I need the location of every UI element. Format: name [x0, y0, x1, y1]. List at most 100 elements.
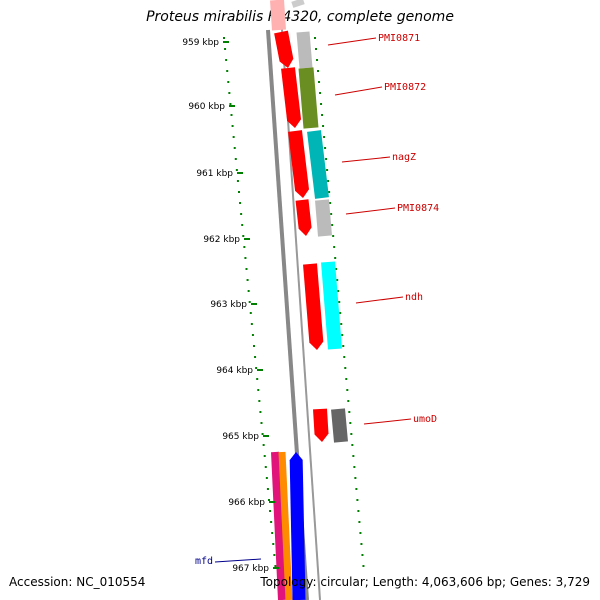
scale-dot	[231, 125, 234, 127]
scale-dot	[340, 323, 343, 325]
scale-dot	[247, 290, 250, 292]
scale-dot	[267, 499, 270, 501]
gene-leader-line	[327, 37, 377, 46]
scale-dot	[319, 92, 322, 94]
scale-dot	[271, 532, 274, 534]
gene-leader-line	[334, 86, 383, 96]
scale-dot	[346, 389, 349, 391]
tick-label: 961 kbp	[196, 169, 233, 179]
genome-summary: Topology: circular; Length: 4,063,606 bp…	[260, 575, 590, 589]
scale-dot	[258, 400, 261, 402]
scale-dot	[342, 345, 345, 347]
cds-arrow-faded	[270, 0, 286, 31]
scale-dot	[256, 378, 259, 380]
scale-dot	[259, 411, 262, 413]
scale-dot	[330, 213, 333, 215]
scale-dot	[223, 37, 225, 39]
scale-dot	[353, 466, 356, 468]
scale-dot	[224, 48, 227, 50]
gene-leader-line	[355, 296, 404, 304]
cds-arrow	[303, 263, 324, 350]
scale-dot	[333, 246, 336, 248]
scale-dot	[358, 521, 361, 523]
scale-dot	[328, 191, 331, 193]
scale-dot	[344, 367, 347, 369]
scale-dot	[264, 466, 267, 468]
scale-dot	[317, 70, 320, 72]
scale-dot	[243, 246, 246, 248]
scale-dot	[250, 323, 253, 325]
tick-dots	[223, 37, 365, 567]
tick-label: 967 kbp	[232, 564, 269, 574]
scale-dot	[339, 312, 342, 314]
scale-dot	[341, 334, 344, 336]
tick-label: 966 kbp	[228, 498, 265, 508]
scale-dot	[345, 378, 348, 380]
scale-dot	[350, 433, 353, 435]
tick-label: 959 kbp	[182, 38, 219, 48]
scale-dot	[269, 510, 272, 512]
scale-dot	[325, 158, 328, 160]
cds-arrow	[295, 199, 312, 236]
scale-dot	[249, 312, 252, 314]
gene-label-ndh: ndh	[405, 292, 423, 303]
cog-bar-faded	[291, 0, 305, 8]
scale-dot	[321, 114, 324, 116]
scale-dot	[349, 422, 352, 424]
scale-dot	[232, 136, 235, 138]
scale-dot	[316, 59, 319, 61]
scale-dot	[254, 356, 257, 358]
scale-dot	[315, 48, 318, 50]
scale-dot	[230, 114, 233, 116]
scale-dot	[244, 257, 247, 259]
scale-dot	[261, 433, 264, 435]
scale-dot	[314, 37, 316, 39]
tick-label: 960 kbp	[188, 102, 225, 112]
scale-dot	[322, 125, 325, 127]
scale-dot	[257, 389, 260, 391]
tick-label: 962 kbp	[203, 235, 240, 245]
scale-dot	[338, 301, 341, 303]
cog-bar-magenta	[271, 451, 286, 600]
scale-dot	[354, 477, 357, 479]
scale-dot	[237, 191, 240, 193]
cog-bar	[315, 199, 332, 237]
scale-dot	[352, 455, 355, 457]
scale-dot	[239, 202, 242, 204]
gene-label-mfd: mfd	[195, 556, 213, 567]
scale-dot	[355, 488, 358, 490]
tick-marks: 959 kbp 960 kbp 961 kbp 962 kbp 963 kbp 964 k…	[182, 38, 279, 574]
cog-bar	[331, 408, 348, 443]
scale-dot	[233, 147, 236, 149]
cds-arrow	[288, 130, 310, 198]
scale-dot	[265, 477, 268, 479]
cds-arrow-blue	[289, 452, 306, 600]
cds-arrow	[281, 67, 302, 128]
scale-dot	[331, 224, 334, 226]
scale-dot	[351, 444, 354, 446]
gene-labels: PMI0871 PMI0872 nagZ PMI0874 ndh umoD mfd	[195, 33, 439, 567]
scale-dot	[334, 257, 337, 259]
scale-dot	[251, 334, 254, 336]
scale-dot	[329, 202, 332, 204]
scale-dot	[270, 521, 273, 523]
cds-arrow	[274, 30, 294, 69]
gene-leader-line	[363, 418, 412, 425]
scale-dot	[236, 180, 239, 182]
scale-dot	[248, 301, 251, 303]
gene-features	[270, 0, 348, 600]
scale-dot	[324, 147, 327, 149]
scale-dot	[332, 235, 335, 237]
cog-bar-orange	[278, 451, 293, 600]
cog-bar	[298, 67, 319, 129]
scale-dot	[360, 543, 363, 545]
scale-dot	[335, 268, 338, 270]
tick-label: 963 kbp	[210, 300, 247, 310]
gene-leader-line	[341, 156, 391, 163]
gene-label-nagz: nagZ	[392, 152, 416, 163]
scale-dot	[240, 213, 243, 215]
scale-dot	[357, 510, 360, 512]
scale-dot	[273, 554, 276, 556]
scale-dot	[362, 565, 365, 567]
scale-dot	[318, 81, 321, 83]
